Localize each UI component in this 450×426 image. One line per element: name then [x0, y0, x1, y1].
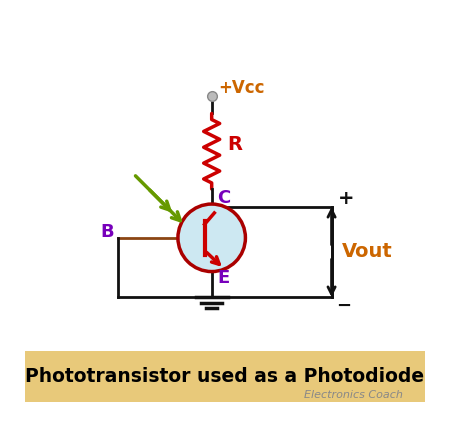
- Text: R: R: [228, 135, 243, 154]
- Text: Phototransistor used as a Photodiode: Phototransistor used as a Photodiode: [26, 366, 424, 385]
- Text: E: E: [217, 268, 229, 287]
- Text: B: B: [101, 222, 114, 240]
- Text: +Vcc: +Vcc: [218, 79, 265, 97]
- Text: −: −: [336, 296, 351, 314]
- Circle shape: [178, 204, 245, 272]
- Text: C: C: [217, 189, 230, 207]
- Text: Vout: Vout: [342, 241, 393, 260]
- Bar: [25, 351, 425, 402]
- Text: +: +: [338, 189, 354, 208]
- Text: Electronics Coach: Electronics Coach: [304, 389, 403, 400]
